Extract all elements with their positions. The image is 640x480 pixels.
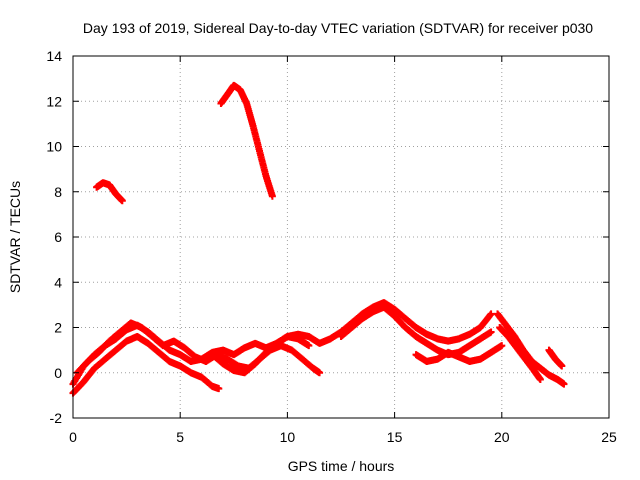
data-point-markers [93,179,126,205]
y-tick-label: 8 [54,184,62,200]
y-tick-label: -2 [50,410,63,426]
series-arc-10 [93,179,126,205]
series-arc-2 [69,333,223,397]
x-tick-label: 25 [601,429,617,445]
data-point-markers [337,303,495,359]
data-point-markers [412,342,506,365]
y-tick-label: 14 [46,48,62,64]
series-arc-11 [217,81,276,200]
data-point-markers [208,299,495,377]
x-tick-label: 15 [387,429,403,445]
y-tick-label: 12 [46,93,62,109]
series-arc-4 [208,299,495,377]
x-tick-label: 20 [494,429,510,445]
x-axis-label: GPS time / hours [288,458,395,474]
data-points [69,81,568,397]
series-arc-9 [545,346,566,370]
y-axis-label: SDTVAR / TECUs [7,181,23,293]
series-arc-8 [496,324,544,384]
data-point-markers [494,310,568,388]
series-arc-6 [412,342,506,365]
x-tick-label: 5 [176,429,184,445]
x-axis-ticks: 0 5 10 15 20 25 [69,56,617,445]
grid [73,56,609,418]
data-point-markers [69,333,223,397]
x-tick-label: 0 [69,429,77,445]
data-point-markers [545,346,566,370]
series-arc-7 [494,310,568,388]
y-tick-label: 0 [54,365,62,381]
x-tick-label: 10 [280,429,296,445]
y-tick-label: 6 [54,229,62,245]
data-point-markers [217,81,276,200]
data-point-markers [496,324,544,384]
y-tick-label: 4 [54,274,62,290]
y-tick-label: 2 [54,320,62,336]
y-axis-ticks: -2 0 2 4 6 8 10 12 14 [46,48,609,426]
y-tick-label: 10 [46,139,62,155]
chart-title: Day 193 of 2019, Sidereal Day-to-day VTE… [83,20,593,36]
series-arc-5 [337,303,495,359]
